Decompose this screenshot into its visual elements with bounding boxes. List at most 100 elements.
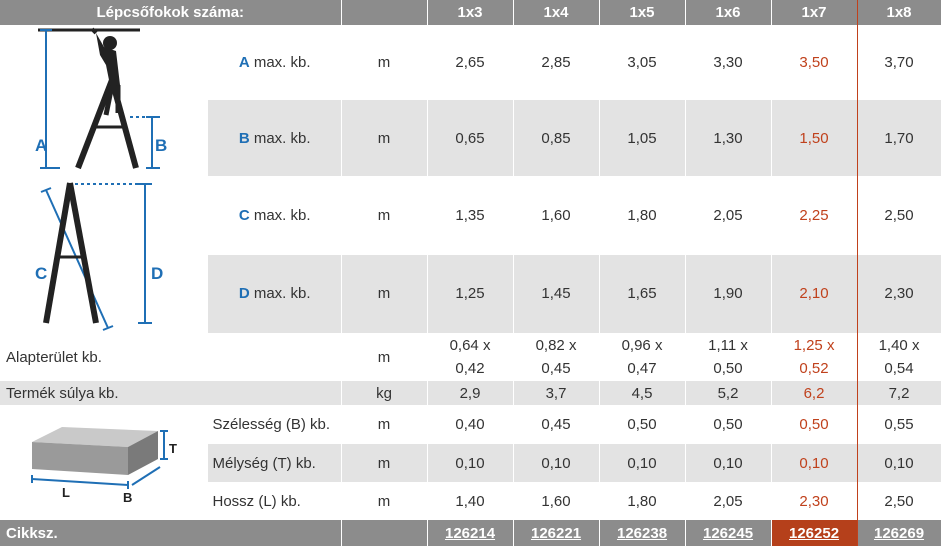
value-cell: 2,30 [770, 482, 858, 520]
value-cell: 0,10 [857, 444, 941, 482]
unit-cell: m [341, 25, 428, 101]
row-label: B max. kb. [207, 100, 342, 177]
row-label: A max. kb. [207, 25, 342, 101]
row-label-text: max. kb. [253, 54, 311, 72]
value-cell: 2,50 [857, 176, 941, 255]
unit-cell: m [341, 444, 428, 482]
row-c: C max. kb. m 1,35 1,60 1,80 2,05 2,25 2,… [0, 176, 941, 255]
value-cell: 0,10 [513, 444, 600, 482]
header-title: Lépcsőfokok száma: [0, 0, 342, 25]
row-label: Szélesség (B) kb. [207, 405, 342, 444]
row-letter: A [238, 54, 250, 72]
diagram-letter-c: C [35, 264, 47, 283]
value-cell: 1,70 [857, 100, 941, 177]
diagram-letter-b2: B [123, 490, 132, 505]
value-cell: 0,50 [770, 405, 858, 444]
article-code-link[interactable]: 126221 [513, 520, 600, 546]
diagram-letter-t: T [169, 441, 177, 456]
value-cell: 5,2 [685, 381, 772, 405]
value-cell: 1,11 x 0,50 [685, 333, 772, 381]
unit-cell: m [341, 100, 428, 177]
unit-cell: m [341, 176, 428, 255]
value-cell: 2,05 [685, 176, 772, 255]
value-cell: 1,90 [685, 254, 772, 333]
footer-unit-cell [341, 520, 428, 546]
diagram-letter-l: L [62, 485, 70, 500]
article-code-link[interactable]: 126214 [427, 520, 514, 546]
value-cell: 1,25 x 0,52 [770, 333, 858, 381]
value-cell: 3,50 [770, 25, 858, 101]
value-cell: 3,70 [857, 25, 941, 101]
diagram-letter-a: A [35, 136, 47, 155]
article-code-link[interactable]: 126238 [599, 520, 686, 546]
col-header: 1x3 [427, 0, 514, 25]
col-header: 1x7 [770, 0, 858, 25]
row-label: Mélység (T) kb. [207, 444, 342, 482]
row-label: Termék súlya kb. [0, 381, 342, 405]
value-cell: 0,55 [857, 405, 941, 444]
value-cell: 7,2 [857, 381, 941, 405]
article-code-link[interactable]: 126269 [857, 520, 941, 546]
col-header: 1x4 [513, 0, 600, 25]
value-cell: 0,50 [685, 405, 772, 444]
row-d: D max. kb. m 1,25 1,45 1,65 1,90 2,10 2,… [0, 254, 941, 333]
footer-row: Cikksz. 126214 126221 126238 126245 1262… [0, 520, 941, 546]
value-cell: 2,30 [857, 254, 941, 333]
value-cell: 1,40 x 0,54 [857, 333, 941, 381]
package-diagram: T L B [31, 427, 177, 505]
value-cell: 1,05 [599, 100, 686, 177]
row-weight: Termék súlya kb. kg 2,9 3,7 4,5 5,2 6,2 … [0, 381, 941, 405]
value-cell: 0,96 x 0,47 [599, 333, 686, 381]
value-cell: 1,65 [599, 254, 686, 333]
row-label-text: max. kb. [253, 207, 311, 225]
value-cell: 0,10 [599, 444, 686, 482]
article-code-link[interactable]: 126245 [685, 520, 772, 546]
row-letter: D [238, 285, 250, 303]
row-label: C max. kb. [207, 176, 342, 255]
value-cell: 2,50 [857, 482, 941, 520]
row-label-text: max. kb. [253, 285, 311, 303]
value-cell: 1,40 [427, 482, 514, 520]
value-cell: 2,65 [427, 25, 514, 101]
row-b: B max. kb. m 0,65 0,85 1,05 1,30 1,50 1,… [0, 100, 941, 177]
row-width: T L B Szélesség (B) kb. m 0,40 0,45 0,50… [0, 405, 941, 520]
ladder-diagram-cell: A B C D [0, 25, 208, 333]
ladder-diagram: A B C D [35, 27, 167, 331]
diagram-letter-b: B [155, 136, 167, 155]
value-cell: 1,80 [599, 176, 686, 255]
value-cell: 0,64 x 0,42 [427, 333, 514, 381]
value-cell: 1,35 [427, 176, 514, 255]
value-cell: 0,10 [770, 444, 858, 482]
unit-cell: m [341, 482, 428, 520]
value-cell: 1,30 [685, 100, 772, 177]
value-cell: 0,50 [599, 405, 686, 444]
value-cell: 6,2 [770, 381, 858, 405]
value-cell: 0,10 [685, 444, 772, 482]
col-header: 1x6 [685, 0, 772, 25]
row-letter: C [238, 207, 250, 225]
header-row: Lépcsőfokok száma: 1x3 1x4 1x5 1x6 1x7 1… [0, 0, 941, 25]
unit-cell: m [341, 333, 428, 381]
value-cell: 0,45 [513, 405, 600, 444]
article-code-link[interactable]: 126252 [770, 520, 858, 546]
col-header: 1x8 [857, 0, 941, 25]
value-cell: 1,50 [770, 100, 858, 177]
row-a: A B C D A max. kb. m 2,65 2,85 3,05 3,30 [0, 25, 941, 333]
value-cell: 2,25 [770, 176, 858, 255]
value-cell: 0,10 [427, 444, 514, 482]
diagram-letter-d: D [151, 264, 163, 283]
value-cell: 3,7 [513, 381, 600, 405]
value-cell: 2,05 [685, 482, 772, 520]
package-diagram-cell: T L B [0, 405, 208, 520]
value-cell: 4,5 [599, 381, 686, 405]
value-cell: 0,65 [427, 100, 514, 177]
value-cell: 0,82 x 0,45 [513, 333, 600, 381]
value-cell: 3,05 [599, 25, 686, 101]
value-cell: 0,40 [427, 405, 514, 444]
row-depth: Mélység (T) kb. m 0,10 0,10 0,10 0,10 0,… [0, 444, 941, 482]
value-cell: 3,30 [685, 25, 772, 101]
value-cell: 1,45 [513, 254, 600, 333]
value-cell: 1,60 [513, 482, 600, 520]
value-cell: 1,80 [599, 482, 686, 520]
